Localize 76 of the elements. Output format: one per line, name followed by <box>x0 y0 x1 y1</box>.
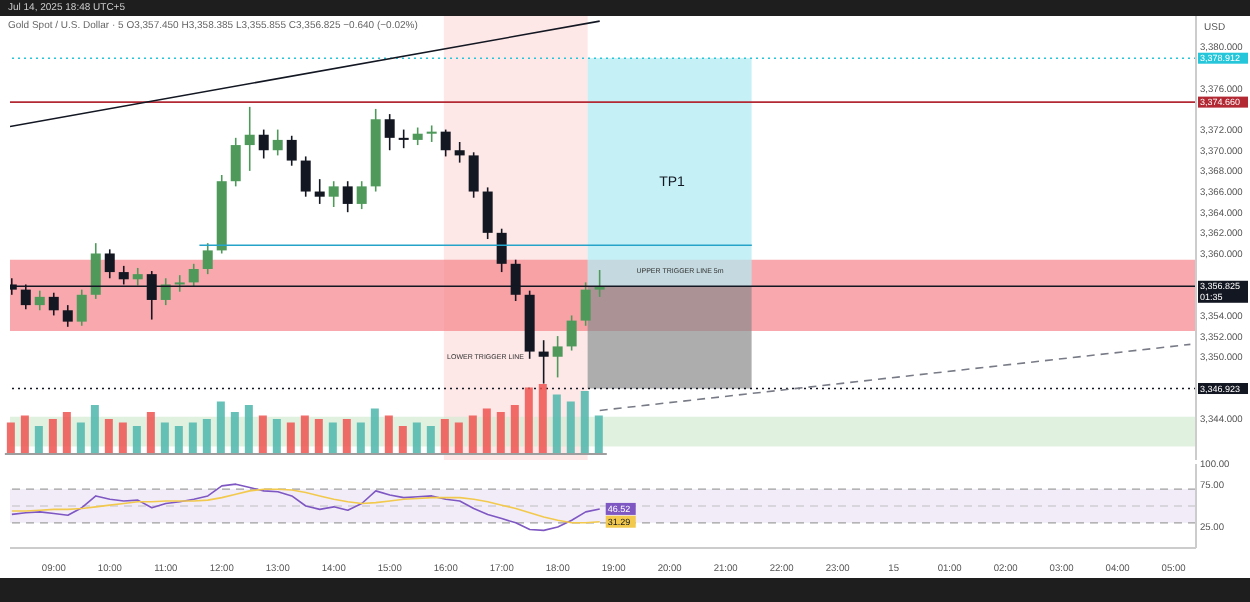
candlestick <box>538 339 549 385</box>
bar <box>342 419 351 454</box>
candlestick <box>90 242 101 300</box>
bar <box>552 394 561 454</box>
candlestick <box>356 180 367 210</box>
bar <box>300 415 309 454</box>
bar <box>272 419 281 454</box>
bar <box>76 422 85 454</box>
bar <box>384 415 393 454</box>
bar <box>468 415 477 454</box>
bar <box>230 412 239 454</box>
bar <box>356 422 365 454</box>
candlestick <box>454 141 465 164</box>
bar <box>412 422 421 454</box>
bar <box>524 387 533 454</box>
bar <box>314 419 323 454</box>
candlestick <box>566 314 577 352</box>
candlestick <box>76 288 87 327</box>
bar <box>566 401 575 454</box>
candlestick <box>258 128 269 160</box>
candlestick <box>342 180 353 213</box>
bar <box>6 422 15 454</box>
candlestick <box>62 304 73 328</box>
bar <box>48 419 57 454</box>
candlestick <box>300 155 311 198</box>
bar <box>398 426 407 454</box>
bar <box>510 405 519 454</box>
bar <box>370 408 379 454</box>
bar <box>188 422 197 454</box>
candlestick <box>398 128 409 149</box>
bar <box>454 422 463 454</box>
bar <box>244 405 253 454</box>
candlestick <box>160 277 171 306</box>
bar <box>174 426 183 454</box>
bar <box>580 391 589 454</box>
bar <box>34 426 43 454</box>
candlestick <box>468 151 479 199</box>
bar <box>538 384 547 454</box>
candlestick <box>202 242 213 275</box>
candlestick <box>272 128 283 157</box>
bar <box>132 426 141 454</box>
bar <box>286 422 295 454</box>
candlestick <box>244 106 255 172</box>
bar <box>20 415 29 454</box>
line-series <box>11 483 601 532</box>
candlestick <box>230 137 241 188</box>
bar <box>426 426 435 454</box>
candlestick <box>104 248 115 280</box>
candlestick <box>328 180 339 208</box>
bar <box>62 412 71 454</box>
candlestick <box>496 227 507 273</box>
bar <box>202 419 211 454</box>
bar <box>328 422 337 454</box>
bar <box>104 419 113 454</box>
candlestick <box>34 289 45 312</box>
candlestick <box>314 178 325 205</box>
candlestick <box>440 128 451 158</box>
candlestick <box>286 134 297 167</box>
bar <box>90 405 99 454</box>
bar <box>258 415 267 454</box>
bar <box>118 422 127 454</box>
candlestick <box>384 113 395 152</box>
bar <box>160 422 169 454</box>
candlestick <box>48 291 59 317</box>
candlestick <box>552 335 563 379</box>
bar <box>496 412 505 454</box>
bar <box>440 419 449 454</box>
line-series <box>11 488 601 524</box>
candlestick <box>580 281 591 327</box>
bar <box>146 412 155 454</box>
candlestick <box>174 274 185 293</box>
bar <box>216 401 225 454</box>
bar <box>594 415 603 454</box>
candlestick <box>482 186 493 240</box>
bar <box>482 408 491 454</box>
candlestick <box>188 263 199 288</box>
